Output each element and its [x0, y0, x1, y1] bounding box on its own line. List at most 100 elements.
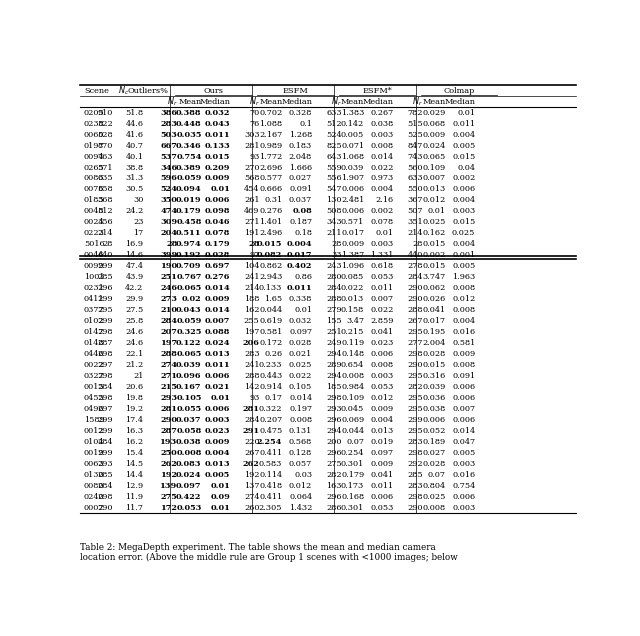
Text: 0.172: 0.172 — [259, 339, 282, 347]
Text: 0.094: 0.094 — [176, 186, 202, 193]
Text: 70: 70 — [250, 109, 260, 116]
Text: 0.389: 0.389 — [176, 163, 202, 172]
Text: 0.128: 0.128 — [289, 449, 312, 457]
Text: 23: 23 — [133, 218, 143, 226]
Text: 0.015: 0.015 — [422, 361, 445, 370]
Text: 0.021: 0.021 — [205, 383, 230, 391]
Text: 0.013: 0.013 — [370, 427, 394, 435]
Text: 0.004: 0.004 — [287, 240, 312, 249]
Text: 0.057: 0.057 — [289, 460, 312, 468]
Text: 93: 93 — [249, 153, 260, 160]
Text: 512: 512 — [326, 120, 342, 128]
Text: 0.041: 0.041 — [422, 307, 445, 314]
Text: 0.017: 0.017 — [287, 251, 312, 259]
Text: 0.989: 0.989 — [259, 142, 282, 149]
Text: 440: 440 — [408, 251, 423, 259]
Text: 0.013: 0.013 — [205, 350, 230, 358]
Text: 0048: 0048 — [84, 207, 104, 216]
Text: 367: 367 — [408, 197, 423, 204]
Text: 0.215: 0.215 — [341, 328, 364, 336]
Text: Median: Median — [199, 97, 230, 106]
Text: 0.038: 0.038 — [422, 405, 445, 413]
Text: 1.331: 1.331 — [370, 251, 394, 259]
Text: 249: 249 — [326, 339, 342, 347]
Text: 284: 284 — [326, 284, 342, 293]
Text: 27.5: 27.5 — [125, 307, 143, 314]
Text: 0.022: 0.022 — [289, 372, 312, 380]
Text: 0.914: 0.914 — [259, 383, 282, 391]
Text: 0.043: 0.043 — [205, 120, 230, 128]
Text: 0.619: 0.619 — [259, 317, 282, 325]
Text: 3.747: 3.747 — [422, 273, 445, 281]
Text: 0148: 0148 — [84, 339, 104, 347]
Text: 284: 284 — [98, 438, 113, 446]
Text: 220: 220 — [244, 438, 260, 446]
Text: 0.105: 0.105 — [289, 383, 312, 391]
Text: 1.666: 1.666 — [289, 163, 312, 172]
Text: 0185: 0185 — [84, 197, 104, 204]
Text: 282: 282 — [326, 471, 342, 479]
Text: 0.006: 0.006 — [452, 394, 476, 402]
Text: 295: 295 — [98, 307, 113, 314]
Text: 0.008: 0.008 — [452, 284, 476, 293]
Text: 0.338: 0.338 — [289, 295, 312, 303]
Text: 299: 299 — [98, 295, 113, 303]
Text: 0.044: 0.044 — [259, 307, 282, 314]
Text: 211: 211 — [326, 230, 342, 237]
Text: 15.4: 15.4 — [125, 449, 143, 457]
Text: 0.083: 0.083 — [176, 460, 202, 468]
Text: $N_r$: $N_r$ — [413, 95, 423, 108]
Text: 204: 204 — [161, 230, 178, 237]
Text: 193: 193 — [161, 438, 178, 446]
Text: 0.006: 0.006 — [205, 197, 230, 204]
Text: 0.003: 0.003 — [370, 240, 394, 249]
Text: 0.088: 0.088 — [205, 328, 230, 336]
Text: 559: 559 — [326, 163, 342, 172]
Text: 21: 21 — [133, 372, 143, 380]
Text: 0.006: 0.006 — [205, 405, 230, 413]
Text: 0.039: 0.039 — [341, 163, 364, 172]
Text: 0.142: 0.142 — [341, 120, 364, 128]
Text: 0.064: 0.064 — [289, 493, 312, 501]
Text: 440: 440 — [98, 251, 113, 259]
Text: 0.065: 0.065 — [422, 153, 445, 160]
Text: 1.963: 1.963 — [452, 273, 476, 281]
Text: 0022: 0022 — [84, 361, 105, 370]
Text: 283: 283 — [408, 438, 423, 446]
Text: 556: 556 — [326, 174, 342, 183]
Text: 633: 633 — [408, 174, 423, 183]
Text: 0.014: 0.014 — [205, 307, 230, 314]
Text: 298: 298 — [326, 394, 342, 402]
Text: 343: 343 — [326, 218, 342, 226]
Text: 0.162: 0.162 — [422, 230, 445, 237]
Text: 293: 293 — [326, 405, 342, 413]
Text: 0.002: 0.002 — [422, 251, 445, 259]
Text: 0.005: 0.005 — [452, 142, 476, 149]
Text: 0.654: 0.654 — [341, 361, 364, 370]
Text: 399: 399 — [161, 251, 178, 259]
Text: 0.027: 0.027 — [422, 449, 445, 457]
Text: 296: 296 — [326, 493, 342, 501]
Text: 0265: 0265 — [84, 163, 105, 172]
Text: 0.388: 0.388 — [176, 109, 202, 116]
Text: Ours: Ours — [204, 86, 224, 95]
Text: 296: 296 — [98, 284, 113, 293]
Text: $N_c$: $N_c$ — [118, 85, 129, 97]
Text: 0.328: 0.328 — [289, 109, 312, 116]
Text: 0.015: 0.015 — [422, 263, 445, 270]
Text: 0.754: 0.754 — [452, 482, 476, 490]
Text: 0.697: 0.697 — [205, 263, 230, 270]
Text: 0.011: 0.011 — [452, 120, 476, 128]
Text: 282: 282 — [408, 383, 423, 391]
Text: 1.401: 1.401 — [259, 218, 282, 226]
Text: 643: 643 — [326, 153, 342, 160]
Text: 0.058: 0.058 — [176, 427, 202, 435]
Text: 0.004: 0.004 — [452, 130, 476, 139]
Text: 0.062: 0.062 — [422, 284, 445, 293]
Text: 0.065: 0.065 — [176, 350, 202, 358]
Text: 0.098: 0.098 — [205, 207, 230, 216]
Text: 0.024: 0.024 — [176, 471, 202, 479]
Text: 243: 243 — [326, 263, 342, 270]
Text: 0.01: 0.01 — [376, 230, 394, 237]
Text: 0.011: 0.011 — [287, 284, 312, 293]
